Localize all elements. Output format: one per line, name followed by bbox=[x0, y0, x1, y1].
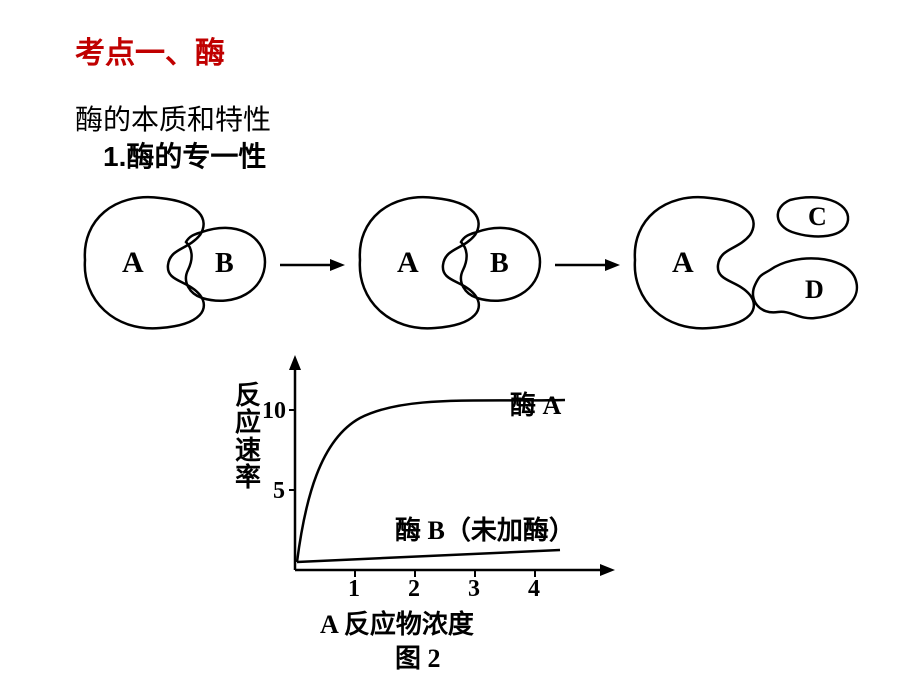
label-B2: B bbox=[490, 248, 509, 279]
xtick-label-2: 2 bbox=[408, 576, 420, 603]
ytick-label-10: 10 bbox=[262, 398, 286, 425]
reaction-rate-chart: 反应速率 10 5 1 2 3 4 A 反应物浓度 图 2 酶 A 酶 B（未加… bbox=[205, 350, 695, 670]
stage-3: A C D bbox=[635, 197, 857, 328]
label-A2: A bbox=[397, 246, 419, 279]
figure-caption: 图 2 bbox=[395, 638, 441, 675]
label-C: C bbox=[808, 202, 827, 231]
curve-label-a: 酶 A bbox=[510, 385, 561, 422]
label-A1: A bbox=[122, 246, 144, 279]
x-axis-arrow bbox=[600, 564, 615, 576]
xtick-label-4: 4 bbox=[528, 576, 540, 603]
curve-label-b: 酶 B（未加酶） bbox=[395, 510, 575, 547]
x-axis-label: A 反应物浓度 bbox=[320, 604, 474, 641]
subtitle-nature: 酶的本质和特性 bbox=[75, 98, 271, 138]
section-title: 考点一、酶 bbox=[75, 28, 225, 72]
label-A3: A bbox=[672, 246, 694, 279]
arrow-1 bbox=[280, 259, 345, 271]
subtitle-specificity: 1.酶的专一性 bbox=[103, 135, 266, 175]
label-D: D bbox=[805, 275, 824, 304]
title-prefix: 考点一、 bbox=[75, 37, 195, 70]
xtick-label-3: 3 bbox=[468, 576, 480, 603]
subtitle-text: 酶的专一性 bbox=[126, 142, 266, 173]
title-main-text: 酶 bbox=[195, 37, 225, 70]
enzyme-reaction-diagram: A B A B A C D bbox=[60, 180, 860, 340]
xtick-label-1: 1 bbox=[348, 576, 360, 603]
subtitle-number: 1. bbox=[103, 141, 126, 172]
ytick-label-5: 5 bbox=[273, 478, 285, 505]
label-B1: B bbox=[215, 248, 234, 279]
arrow-2 bbox=[555, 259, 620, 271]
y-axis-arrow bbox=[289, 355, 301, 370]
y-axis-label: 反应速率 bbox=[235, 382, 263, 491]
curve-enzyme-b bbox=[297, 550, 560, 562]
stage-2: A B bbox=[360, 197, 540, 328]
stage-1: A B bbox=[85, 197, 265, 328]
